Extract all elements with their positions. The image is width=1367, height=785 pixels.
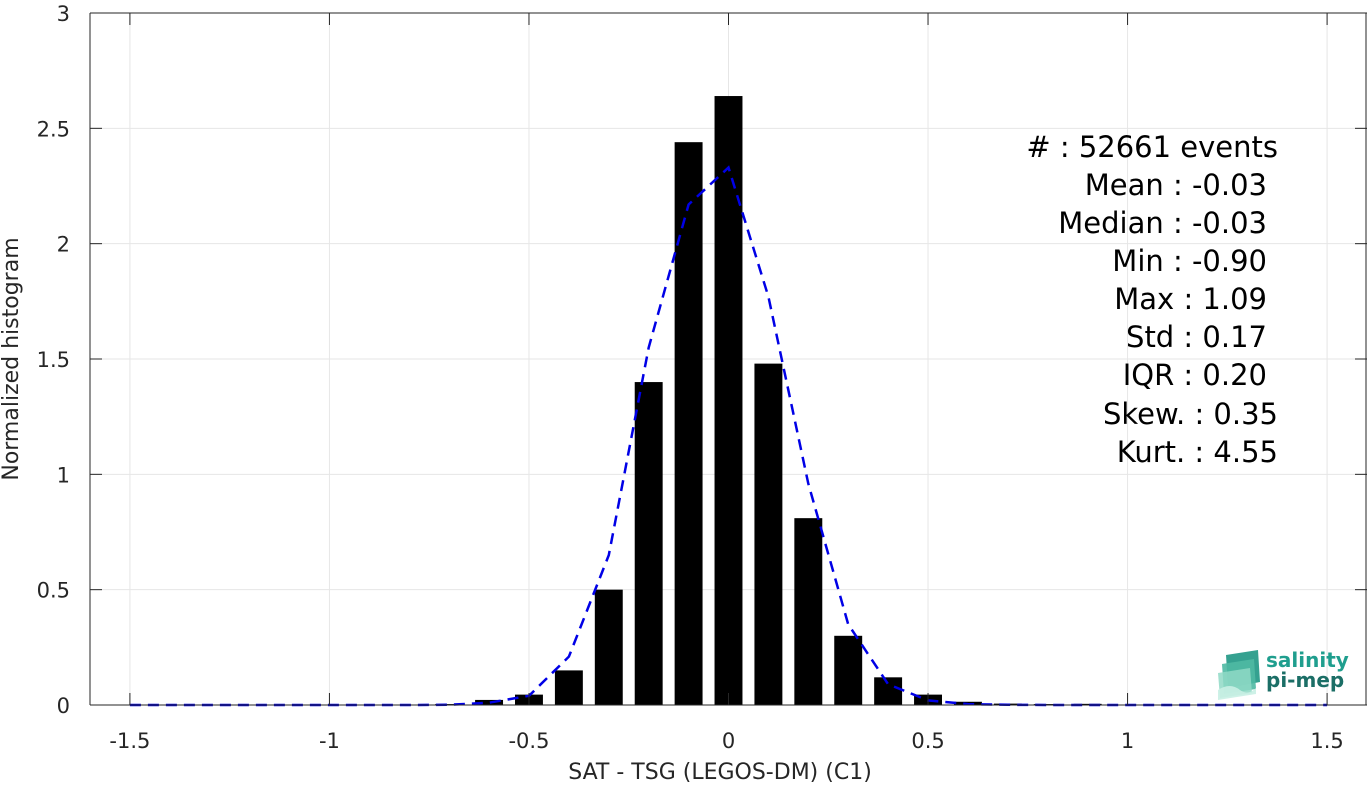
stats-std: Std : 0.17 <box>1126 320 1267 354</box>
stats-mean: Mean : -0.03 <box>1085 168 1267 202</box>
histogram-bar <box>475 699 504 705</box>
x-tick-label: 1 <box>1121 729 1134 753</box>
stats-kurt: Kurt. : 4.55 <box>1117 435 1278 469</box>
x-tick-label: -0.5 <box>508 729 549 753</box>
histogram-bar <box>754 363 783 705</box>
histogram-bar <box>594 589 623 705</box>
histogram-bar <box>834 635 863 705</box>
stats-skew: Skew. : 0.35 <box>1103 397 1278 431</box>
histogram-bars <box>355 96 1182 706</box>
stats-iqr: IQR : 0.20 <box>1123 358 1267 392</box>
y-tick-label: 1 <box>57 463 70 487</box>
y-tick-label: 1.5 <box>37 348 70 372</box>
axes <box>89 12 1367 706</box>
x-tick-label: 0.5 <box>911 729 944 753</box>
histogram-bar <box>634 382 663 705</box>
x-tick-label: -1.5 <box>109 729 150 753</box>
y-tick-label: 3 <box>57 2 70 26</box>
x-tick-label: 1.5 <box>1310 729 1343 753</box>
stats-max: Max : 1.09 <box>1114 282 1267 316</box>
histogram-bar <box>874 677 903 705</box>
stats-annotation: # : 52661 events Mean : -0.03 Median : -… <box>1026 130 1278 469</box>
y-tick-label: 0 <box>57 694 70 718</box>
x-axis-label: SAT - TSG (LEGOS-DM) (C1) <box>568 760 872 785</box>
logo-text-salinity: salinity <box>1266 648 1349 672</box>
histogram-bar <box>554 670 583 705</box>
y-tick-label: 2 <box>57 233 70 257</box>
y-tick-labels: 0 0.5 1 1.5 2 2.5 3 <box>37 2 70 718</box>
y-tick-label: 2.5 <box>37 117 70 141</box>
x-tick-label: 0 <box>722 729 735 753</box>
wave-stack-icon <box>1218 650 1260 700</box>
y-tick-label: 0.5 <box>37 579 70 603</box>
histogram-bar <box>714 96 743 706</box>
x-tick-label: -1 <box>319 729 340 753</box>
stats-events: # : 52661 events <box>1026 130 1278 164</box>
salinity-pi-mep-logo: salinity pi-mep <box>1218 648 1349 700</box>
stats-median: Median : -0.03 <box>1058 206 1267 240</box>
stats-min: Min : -0.90 <box>1112 244 1267 278</box>
histogram-bar <box>1073 703 1102 705</box>
y-axis-label: Normalized histogram <box>0 237 24 480</box>
logo-text-pi-mep: pi-mep <box>1266 668 1344 692</box>
x-tick-labels: -1.5 -1 -0.5 0 0.5 1 1.5 <box>109 729 1343 753</box>
histogram-bar <box>674 142 703 705</box>
histogram-bar <box>794 518 823 705</box>
